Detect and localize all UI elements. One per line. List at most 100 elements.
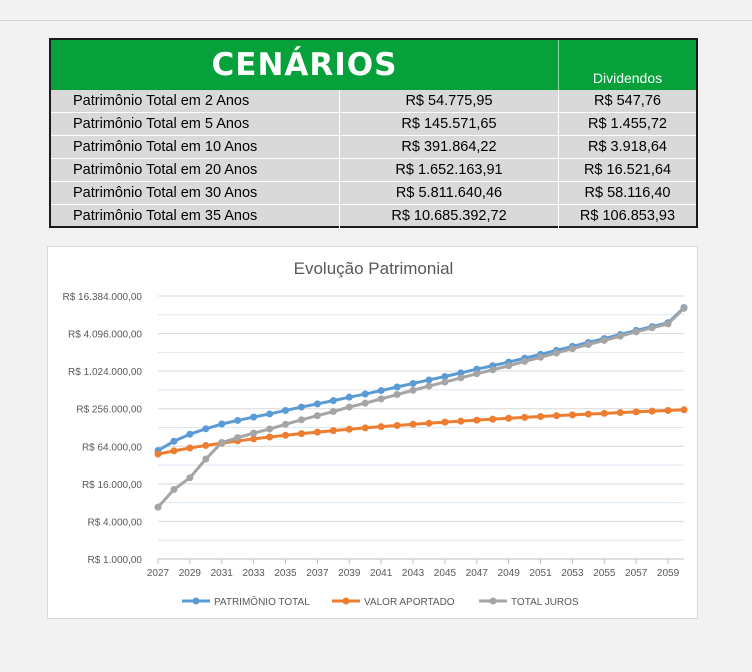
table-row: Patrimônio Total em 2 Anos R$ 54.775,95 R$…	[51, 90, 696, 113]
data-point	[202, 455, 210, 463]
data-point	[537, 353, 545, 361]
x-tick-label: 2045	[434, 568, 457, 579]
data-point	[505, 362, 513, 370]
row-total-value: R$ 145.571,65	[401, 116, 497, 132]
y-tick-label: R$ 16.000,00	[82, 480, 142, 491]
data-point	[170, 437, 178, 445]
row-total-value: R$ 10.685.392,72	[391, 208, 507, 224]
row-total-value: R$ 391.864,22	[401, 139, 497, 155]
chart-container: Evolução Patrimonial R$ 1.000,00 R$ 4.000…	[47, 246, 698, 619]
data-point	[202, 425, 210, 433]
data-point	[345, 425, 353, 433]
legend-label: TOTAL JUROS	[511, 597, 579, 608]
row-dividend-value: R$ 58.116,40	[584, 185, 671, 201]
y-tick-label: R$ 64.000,00	[82, 442, 142, 453]
x-tick-label: 2029	[179, 568, 202, 579]
data-point	[282, 406, 290, 414]
x-tick-label: 2047	[466, 568, 489, 579]
scenarios-table: CENÁRIOS Dividendos Patrimônio Total em …	[49, 38, 698, 228]
data-point	[297, 416, 305, 424]
data-point	[552, 412, 560, 420]
data-point	[393, 391, 401, 399]
data-point	[313, 400, 321, 408]
y-tick-label: R$ 4.000,00	[88, 517, 143, 528]
data-point	[648, 407, 656, 415]
data-point	[537, 413, 545, 421]
cell-divider	[339, 205, 340, 228]
data-point	[345, 403, 353, 411]
data-point	[473, 416, 481, 424]
x-tick-label: 2059	[657, 568, 680, 579]
data-point	[393, 421, 401, 429]
row-label: Patrimônio Total em 30 Anos	[73, 185, 258, 201]
data-point	[250, 413, 258, 421]
row-total-value: R$ 5.811.640,46	[395, 185, 503, 201]
header-divider	[558, 40, 559, 90]
data-point	[632, 328, 640, 336]
row-divider	[51, 135, 696, 136]
data-point	[457, 374, 465, 382]
row-divider	[51, 112, 696, 113]
legend-marker-dot	[342, 597, 350, 605]
row-dividend-value: R$ 1.455,72	[587, 116, 667, 132]
data-point	[154, 450, 162, 458]
row-divider	[51, 158, 696, 159]
series-line	[156, 307, 686, 509]
data-point	[266, 425, 274, 433]
data-point	[616, 409, 624, 417]
data-point	[409, 386, 417, 394]
data-point	[489, 415, 497, 423]
data-point	[600, 409, 608, 417]
x-tick-label: 2031	[211, 568, 234, 579]
data-point	[313, 428, 321, 436]
row-label: Patrimônio Total em 35 Anos	[73, 208, 258, 224]
data-point	[664, 320, 672, 328]
y-tick-label: R$ 1.000,00	[88, 555, 143, 566]
data-point	[680, 304, 688, 312]
data-point	[297, 403, 305, 411]
data-point	[521, 413, 529, 421]
data-point	[425, 382, 433, 390]
data-point	[282, 431, 290, 439]
x-tick-label: 2033	[243, 568, 266, 579]
table-row: Patrimônio Total em 30 Anos R$ 5.811.640,…	[51, 182, 696, 205]
data-point	[266, 433, 274, 441]
row-total-value: R$ 1.652.163,91	[395, 162, 503, 178]
data-point	[584, 340, 592, 348]
data-point	[297, 430, 305, 438]
cell-divider	[339, 136, 340, 159]
cell-divider	[558, 113, 559, 136]
x-tick-label: 2041	[370, 568, 393, 579]
data-point	[457, 417, 465, 425]
data-point	[680, 406, 688, 414]
row-total-value: R$ 54.775,95	[405, 93, 493, 109]
data-point	[521, 357, 529, 365]
row-label: Patrimônio Total em 10 Anos	[73, 139, 258, 155]
data-point	[186, 474, 194, 482]
data-point	[664, 406, 672, 414]
data-point	[186, 444, 194, 452]
table-row: Patrimônio Total em 5 Anos R$ 145.571,65 R…	[51, 113, 696, 136]
data-point	[441, 378, 449, 386]
x-tick-label: 2037	[306, 568, 329, 579]
data-point	[234, 416, 242, 424]
data-point	[361, 424, 369, 432]
series-line	[157, 408, 685, 456]
data-point	[234, 434, 242, 442]
x-tick-label: 2051	[529, 568, 552, 579]
table-header: CENÁRIOS Dividendos	[51, 40, 696, 90]
data-point	[584, 410, 592, 418]
x-tick-label: 2027	[147, 568, 170, 579]
data-point	[154, 503, 162, 511]
cell-divider	[558, 182, 559, 205]
data-point	[441, 418, 449, 426]
legend-label: PATRIMÔNIO TOTAL	[214, 595, 310, 608]
data-point	[393, 383, 401, 391]
cell-divider	[339, 159, 340, 182]
data-point	[425, 419, 433, 427]
data-point	[250, 435, 258, 443]
y-tick-label: R$ 1.024.000,00	[68, 367, 142, 378]
top-toolbar-strip	[0, 0, 752, 21]
data-point	[409, 420, 417, 428]
y-tick-label: R$ 16.384.000,00	[62, 292, 142, 303]
